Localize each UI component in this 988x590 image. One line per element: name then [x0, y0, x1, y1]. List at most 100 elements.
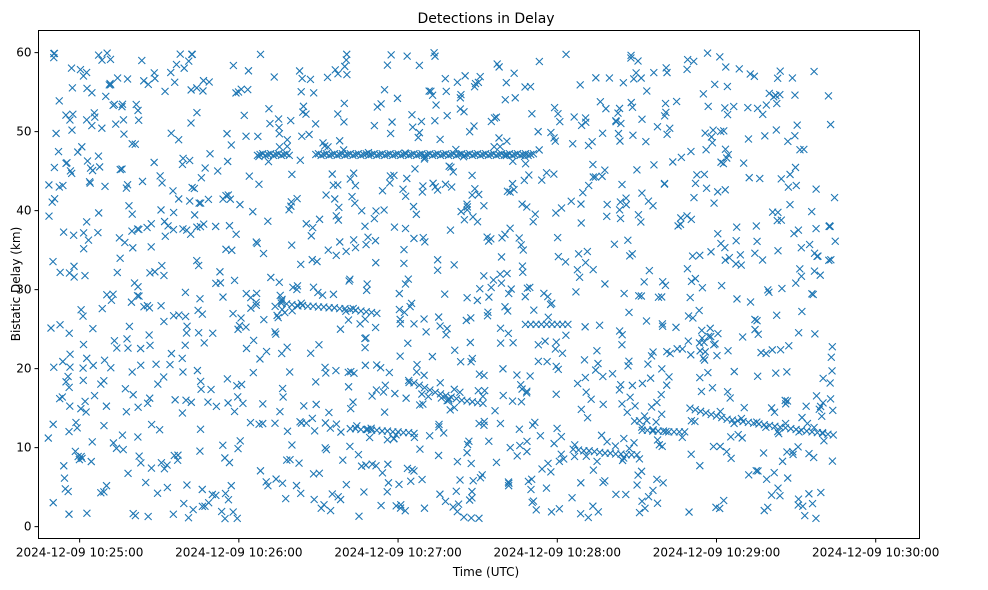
data-point: [96, 488, 105, 497]
data-point: [410, 234, 418, 243]
data-point: [794, 328, 803, 337]
data-point: [315, 469, 324, 478]
data-point: [380, 151, 389, 160]
data-point: [199, 220, 208, 229]
data-point: [389, 434, 398, 443]
data-point: [125, 201, 133, 210]
data-point: [137, 56, 146, 65]
data-point: [640, 278, 649, 286]
data-point: [380, 206, 388, 214]
data-point: [269, 151, 278, 160]
data-point: [767, 404, 776, 412]
data-point: [637, 74, 646, 82]
data-point: [119, 115, 128, 124]
data-point: [223, 157, 232, 166]
data-point: [385, 368, 394, 377]
data-point: [573, 265, 582, 274]
data-point: [828, 406, 837, 415]
data-point: [79, 340, 88, 349]
data-point: [201, 164, 210, 172]
data-point: [222, 245, 230, 254]
data-point: [629, 75, 638, 83]
data-point: [659, 479, 668, 487]
data-point: [128, 368, 137, 376]
data-point: [102, 402, 111, 411]
data-point: [601, 280, 609, 288]
data-point: [334, 203, 343, 212]
data-point: [420, 371, 428, 380]
data-point: [317, 504, 326, 513]
data-point: [229, 309, 237, 318]
data-point: [578, 188, 587, 197]
data-point: [456, 105, 465, 113]
data-point: [559, 455, 568, 463]
data-point: [161, 87, 169, 96]
data-point: [176, 50, 185, 59]
data-point: [459, 152, 468, 161]
data-point: [124, 344, 132, 353]
data-point: [662, 381, 671, 390]
data-point: [524, 477, 533, 486]
data-point: [520, 176, 529, 185]
data-point: [50, 163, 59, 172]
data-point: [332, 366, 340, 375]
data-point: [273, 311, 281, 320]
data-point: [183, 322, 191, 331]
data-point: [688, 314, 697, 322]
data-point: [627, 54, 635, 62]
data-point: [88, 324, 97, 333]
data-point: [48, 198, 57, 206]
data-point: [754, 467, 762, 475]
data-point: [515, 441, 524, 450]
data-point: [614, 109, 622, 118]
data-point: [339, 146, 348, 154]
data-point: [230, 407, 239, 416]
data-point: [229, 508, 238, 516]
data-point: [206, 149, 214, 158]
data-point: [465, 437, 473, 446]
data-point: [332, 420, 341, 429]
data-point: [364, 151, 373, 160]
data-point: [436, 151, 445, 160]
data-point: [111, 120, 120, 128]
data-point: [550, 439, 559, 448]
data-point: [715, 52, 724, 61]
data-point: [189, 505, 198, 514]
data-point: [810, 67, 818, 76]
data-point: [516, 151, 525, 160]
data-point: [506, 188, 514, 196]
data-point: [744, 470, 753, 479]
data-point: [802, 402, 811, 411]
data-point: [631, 401, 639, 410]
data-point: [187, 398, 196, 407]
data-point: [720, 103, 729, 112]
data-point: [331, 65, 340, 74]
data-point: [466, 313, 475, 322]
data-point: [700, 356, 709, 364]
data-point: [403, 464, 412, 473]
data-point: [475, 370, 484, 379]
data-point: [109, 439, 118, 447]
data-point: [350, 199, 359, 208]
data-point: [450, 346, 459, 355]
data-point: [753, 104, 762, 113]
data-point: [134, 282, 142, 291]
data-point: [401, 506, 410, 515]
data-point: [570, 113, 579, 121]
data-point: [653, 436, 662, 444]
data-point: [638, 115, 646, 124]
data-point: [474, 78, 483, 87]
data-point: [619, 454, 628, 462]
data-point: [204, 498, 213, 507]
data-point: [816, 488, 825, 497]
data-point: [179, 224, 187, 233]
data-point: [76, 65, 85, 74]
data-point: [529, 217, 538, 226]
data-point: [400, 308, 409, 317]
data-point: [289, 283, 297, 292]
data-point: [828, 342, 837, 351]
data-point: [456, 476, 464, 484]
x-axis-label: Time (UTC): [452, 565, 519, 579]
data-point: [711, 339, 719, 348]
data-point: [219, 293, 227, 301]
